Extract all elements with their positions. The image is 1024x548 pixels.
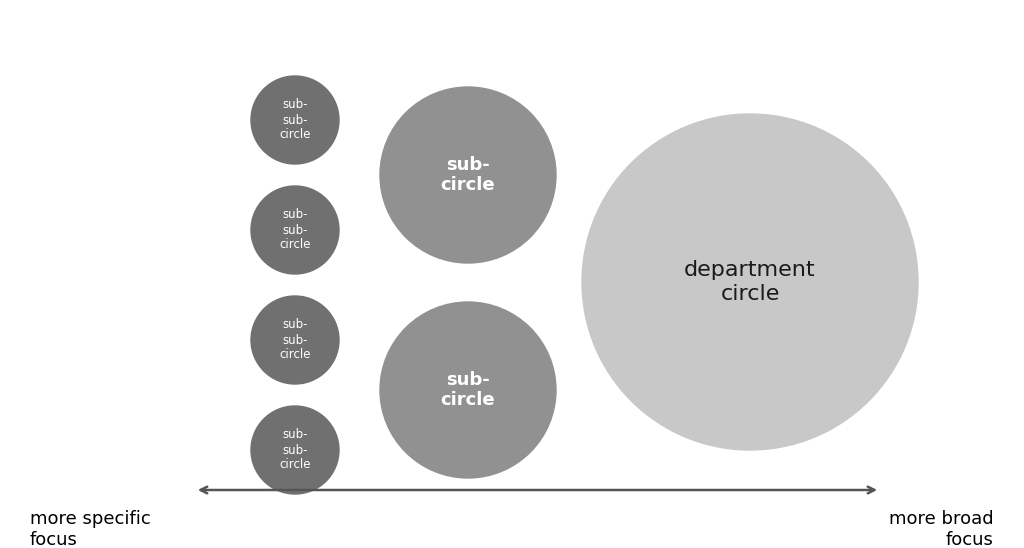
Circle shape: [380, 87, 556, 263]
Text: more specific
focus: more specific focus: [30, 510, 151, 548]
Text: sub-
circle: sub- circle: [440, 370, 496, 409]
Text: sub-
circle: sub- circle: [440, 156, 496, 195]
Text: sub-
sub-
circle: sub- sub- circle: [280, 99, 310, 141]
Circle shape: [251, 406, 339, 494]
Circle shape: [380, 302, 556, 478]
Circle shape: [582, 114, 918, 450]
Text: sub-
sub-
circle: sub- sub- circle: [280, 318, 310, 362]
Circle shape: [251, 186, 339, 274]
Circle shape: [251, 76, 339, 164]
Text: sub-
sub-
circle: sub- sub- circle: [280, 208, 310, 252]
Text: more broad
focus: more broad focus: [890, 510, 994, 548]
Circle shape: [251, 296, 339, 384]
Text: sub-
sub-
circle: sub- sub- circle: [280, 429, 310, 471]
Text: department
circle: department circle: [684, 260, 816, 304]
